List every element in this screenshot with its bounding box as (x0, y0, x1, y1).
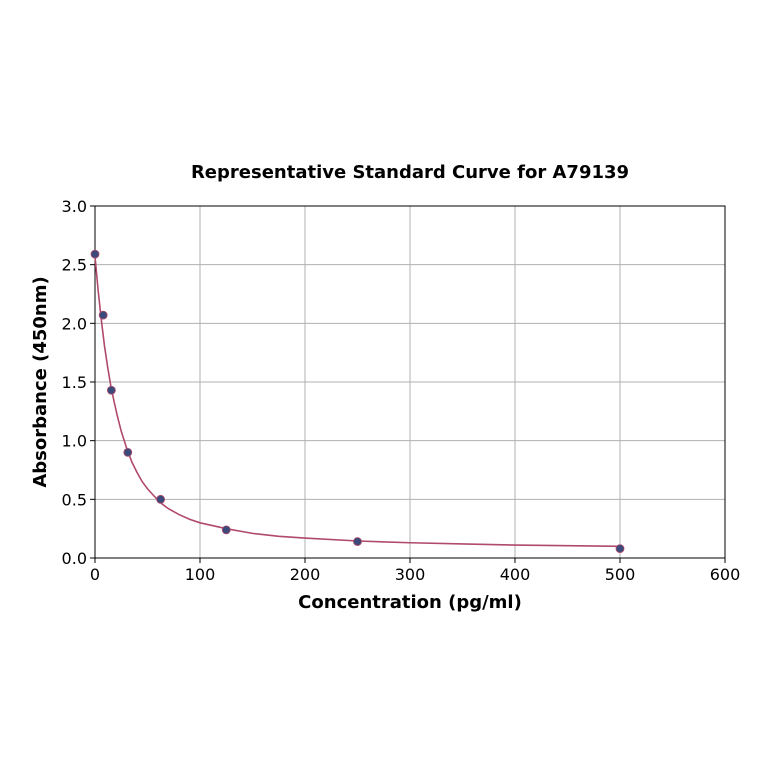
data-point (615, 544, 625, 554)
x-axis-label: Concentration (pg/ml) (298, 592, 522, 613)
data-point (221, 525, 231, 535)
x-tick-label: 400 (500, 565, 531, 584)
data-point (106, 385, 116, 395)
grid-layer (94, 205, 726, 559)
y-tick-label: 0.5 (62, 490, 87, 509)
chart-title: Representative Standard Curve for A79139 (191, 162, 629, 183)
y-tick-label: 3.0 (62, 197, 87, 216)
fit-curve-line (94, 256, 621, 548)
x-tick-label: 0 (90, 565, 100, 584)
y-axis-label: Absorbance (450nm) (30, 276, 51, 487)
y-tick-label: 1.0 (62, 432, 87, 451)
x-tick-label: 100 (185, 565, 216, 584)
points-layer (90, 249, 625, 554)
y-tick-label: 2.5 (62, 256, 87, 275)
y-tick-label: 1.5 (62, 373, 87, 392)
data-point (156, 494, 166, 504)
ticks-layer: 0 100 200 300 400 500 600 0.0 0.5 1.0 1.5 2.0 2.5 3.0 (62, 197, 741, 584)
data-point (98, 310, 108, 320)
data-point (123, 447, 133, 457)
x-tick-label: 600 (710, 565, 741, 584)
data-point (353, 537, 362, 546)
x-tick-label: 500 (605, 565, 636, 584)
x-tick-label: 300 (395, 565, 426, 584)
x-tick-label: 200 (290, 565, 321, 584)
y-tick-label: 0.0 (62, 549, 87, 568)
data-point (90, 249, 100, 259)
curve-layer (94, 256, 621, 548)
y-tick-label: 2.0 (62, 314, 87, 333)
